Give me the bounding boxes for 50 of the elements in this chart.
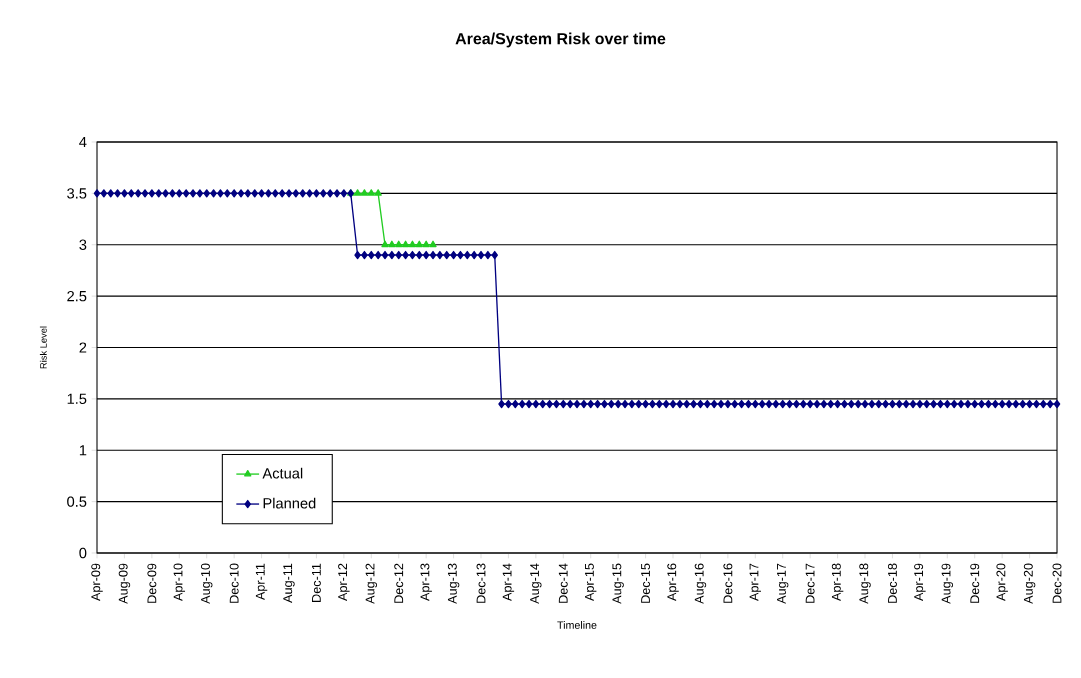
x-tick-label: Dec-11 [312, 563, 321, 602]
x-tick-label: Aug-09 [118, 563, 131, 604]
x-tick-label: Apr-19 [914, 563, 926, 602]
x-tick-label: Aug-12 [365, 563, 378, 604]
x-tick-label: Dec-09 [147, 563, 157, 603]
x-tick-label: Aug-17 [777, 563, 789, 604]
y-tick-label: 2 [79, 342, 87, 353]
x-tick-label: Apr-20 [996, 563, 1008, 602]
x-tick-label: Dec-19 [970, 563, 980, 603]
x-tick-label: Apr-18 [831, 563, 844, 602]
x-tick-label: Aug-10 [200, 563, 213, 604]
x-tick-label: Apr-15 [585, 563, 597, 602]
x-tick-label: Apr-13 [420, 563, 432, 602]
x-tick-label: Aug-15 [612, 563, 624, 604]
x-tick-label: Dec-12 [394, 563, 404, 603]
y-tick-label: 1 [79, 445, 87, 456]
legend-label: Planned [263, 497, 316, 509]
y-tick-label: 3.5 [67, 188, 87, 199]
x-tick-label: Aug-18 [859, 563, 871, 604]
x-tick-label: Aug-16 [694, 563, 707, 604]
x-axis-title: Timeline [557, 621, 597, 629]
x-tick-label: Aug-11 [283, 563, 295, 603]
x-tick-label: Apr-16 [667, 563, 679, 602]
y-tick-label: 2.5 [67, 290, 87, 302]
x-tick-label: Apr-11 [255, 563, 268, 601]
x-tick-label: Apr-10 [173, 563, 186, 602]
x-tick-label: Aug-20 [1023, 563, 1036, 604]
chart-title: Area/System Risk over time [455, 32, 666, 48]
x-tick-label: Apr-17 [749, 563, 761, 602]
x-tick-label: Dec-14 [558, 563, 568, 603]
y-tick-label: 1.5 [67, 393, 87, 404]
y-tick-label: 0 [79, 547, 87, 559]
x-tick-label: Aug-13 [447, 563, 460, 604]
y-tick-label: 0.5 [67, 496, 87, 507]
y-tick-label: 3 [79, 239, 87, 250]
x-tick-label: Dec-16 [723, 563, 733, 603]
x-tick-label: Aug-19 [941, 563, 954, 604]
legend-label: Actual [262, 467, 303, 479]
x-tick-label: Dec-18 [887, 563, 897, 603]
x-tick-label: Aug-14 [530, 563, 542, 604]
x-tick-label: Apr-12 [338, 563, 350, 602]
y-axis-title: Risk Level [39, 326, 47, 369]
x-tick-label: Dec-10 [229, 563, 239, 603]
x-tick-label: Apr-14 [502, 563, 515, 602]
x-tick-label: Apr-09 [91, 563, 103, 602]
x-tick-label: Dec-13 [476, 563, 486, 603]
y-tick-label: 4 [79, 136, 87, 148]
x-tick-label: Dec-20 [1052, 563, 1062, 603]
x-tick-label: Dec-15 [641, 563, 650, 603]
x-tick-label: Dec-17 [805, 563, 815, 603]
